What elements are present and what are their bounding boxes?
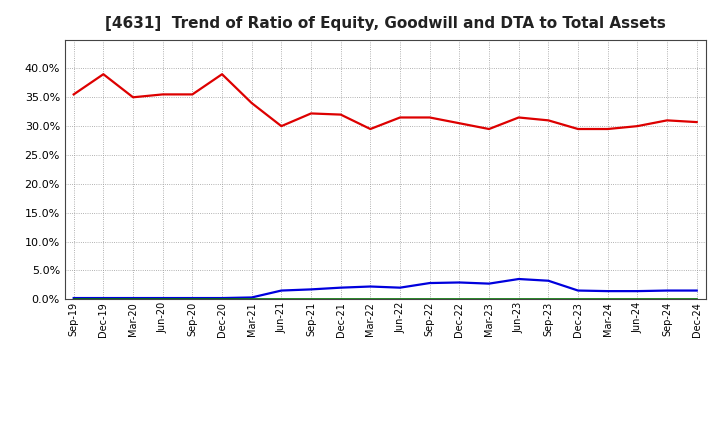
Equity <box>99 72 108 77</box>
Goodwill <box>336 285 345 290</box>
Equity <box>485 126 493 132</box>
Deferred Tax Assets <box>248 296 256 301</box>
Deferred Tax Assets <box>603 296 612 301</box>
Goodwill <box>158 295 167 301</box>
Equity <box>514 115 523 120</box>
Goodwill <box>366 284 374 289</box>
Goodwill <box>633 289 642 294</box>
Equity <box>188 92 197 97</box>
Equity <box>662 118 671 123</box>
Deferred Tax Assets <box>633 296 642 301</box>
Title: [4631]  Trend of Ratio of Equity, Goodwill and DTA to Total Assets: [4631] Trend of Ratio of Equity, Goodwil… <box>105 16 665 32</box>
Goodwill <box>544 278 553 283</box>
Equity <box>307 111 315 116</box>
Goodwill <box>277 288 286 293</box>
Deferred Tax Assets <box>514 296 523 301</box>
Deferred Tax Assets <box>99 296 108 301</box>
Deferred Tax Assets <box>662 296 671 301</box>
Equity <box>336 112 345 117</box>
Equity <box>633 124 642 129</box>
Deferred Tax Assets <box>396 296 405 301</box>
Goodwill <box>514 276 523 282</box>
Goodwill <box>603 289 612 294</box>
Goodwill <box>396 285 405 290</box>
Deferred Tax Assets <box>455 296 464 301</box>
Deferred Tax Assets <box>574 296 582 301</box>
Goodwill <box>248 295 256 300</box>
Deferred Tax Assets <box>217 296 226 301</box>
Deferred Tax Assets <box>307 296 315 301</box>
Goodwill <box>307 287 315 292</box>
Goodwill <box>662 288 671 293</box>
Equity <box>366 126 374 132</box>
Goodwill <box>188 295 197 301</box>
Goodwill <box>455 280 464 285</box>
Deferred Tax Assets <box>693 296 701 301</box>
Equity <box>693 119 701 125</box>
Deferred Tax Assets <box>544 296 553 301</box>
Equity <box>574 126 582 132</box>
Equity <box>217 72 226 77</box>
Deferred Tax Assets <box>69 296 78 301</box>
Deferred Tax Assets <box>188 296 197 301</box>
Deferred Tax Assets <box>277 296 286 301</box>
Equity <box>277 124 286 129</box>
Equity <box>455 121 464 126</box>
Equity <box>69 92 78 97</box>
Equity <box>248 100 256 106</box>
Deferred Tax Assets <box>366 296 374 301</box>
Deferred Tax Assets <box>426 296 434 301</box>
Line: Goodwill: Goodwill <box>73 279 697 298</box>
Equity <box>603 126 612 132</box>
Goodwill <box>129 295 138 301</box>
Equity <box>158 92 167 97</box>
Goodwill <box>69 295 78 301</box>
Line: Equity: Equity <box>73 74 697 129</box>
Goodwill <box>99 295 108 301</box>
Deferred Tax Assets <box>158 296 167 301</box>
Equity <box>544 118 553 123</box>
Equity <box>129 95 138 100</box>
Deferred Tax Assets <box>129 296 138 301</box>
Goodwill <box>217 295 226 301</box>
Goodwill <box>426 280 434 286</box>
Equity <box>396 115 405 120</box>
Deferred Tax Assets <box>485 296 493 301</box>
Goodwill <box>574 288 582 293</box>
Deferred Tax Assets <box>336 296 345 301</box>
Goodwill <box>485 281 493 286</box>
Goodwill <box>693 288 701 293</box>
Equity <box>426 115 434 120</box>
